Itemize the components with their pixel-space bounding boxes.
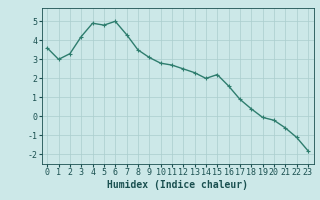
X-axis label: Humidex (Indice chaleur): Humidex (Indice chaleur) — [107, 180, 248, 190]
